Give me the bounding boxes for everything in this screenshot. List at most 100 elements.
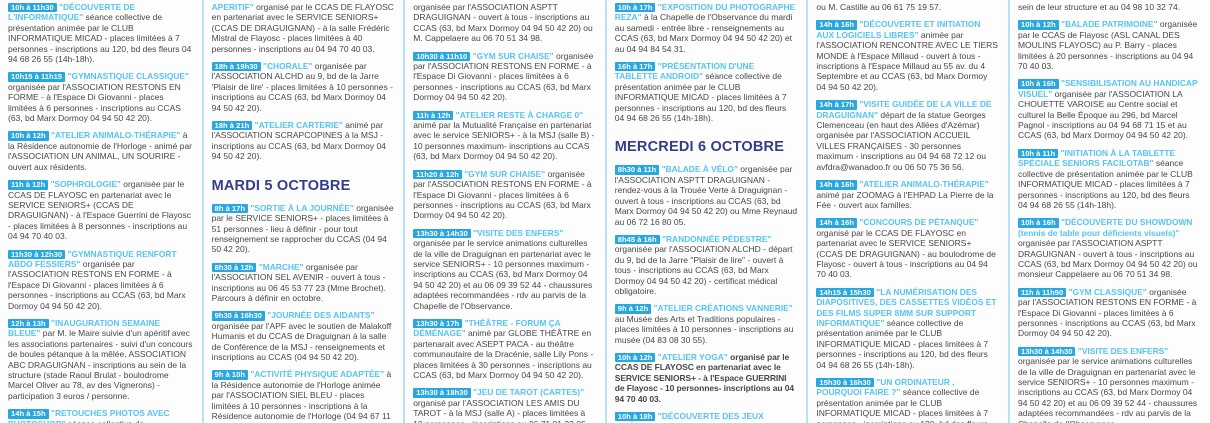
event-description: au Musée des Arts et Traditions populair… [614, 313, 794, 345]
event-title: "GYM SUR CHAISE" [472, 50, 554, 61]
event-description: animé par GLOBE THÉÂTRE en partenarait a… [413, 328, 594, 380]
event-title: "ATELIER CRÉATIONS VANNERIE" [653, 303, 793, 314]
program-column-6: sein de leur structure et au 04 98 10 32… [1007, 0, 1210, 423]
time-badge: 11h à 12h [413, 110, 454, 121]
event-title: "JOURNÉE DES AIDANTS" [267, 310, 375, 321]
event-title: "VISITE DES ENFERS" [473, 227, 564, 238]
event-title: "VISITE GUIDÉE DE LA VILLE DE DRAGUIGNAN… [816, 99, 992, 120]
event-entry: 15h30 à 16h30 "UN ORDINATEUR , POURQUOI … [816, 377, 999, 423]
event-description: organisé par le CCAS DE FLAYOSC en parte… [816, 227, 996, 280]
event-title: "DÉCOUVERTE ET INITIATION AUX LOGICIELS … [816, 19, 981, 40]
event-entry: 11h à 11h50 "GYM CLASSIQUE" organisée pa… [1017, 287, 1201, 339]
time-badge: 12h à 13h [8, 318, 49, 329]
event-entry: 18h à 19h30 "CHORALE" organisée par l'AS… [211, 61, 395, 113]
event-entry: 8h à 17h "SORTIE À LA JOURNÉE" organisée… [211, 202, 395, 255]
event-title: "GYMNASTIQUE RENFORT ABDO FESSIERS" [8, 248, 177, 269]
event-description: organisée par le service animations cult… [413, 238, 593, 311]
event-entry: 9h à 12h "ATELIER CRÉATIONS VANNERIE" au… [614, 303, 798, 345]
event-description: à la Résidence autonomie de l'Horloge - … [8, 130, 193, 172]
event-title: "DÉCOUVERTE DES JEUX VIDÉOS" [615, 411, 764, 423]
event-description: séance collective de présentation animée… [614, 71, 787, 124]
event-description: à la Chapelle de l'Observance du mardi a… [614, 12, 793, 54]
day-header: MARDI 5 OCTOBRE [211, 177, 351, 194]
time-badge: 10h30 à 11h10 [413, 51, 471, 62]
event-description: animé par ZOOMAG à l'EHPAD La Pierre de … [816, 189, 994, 210]
event-description: départ de la statue Georges Clemenceau (… [816, 109, 986, 172]
event-entry: 11h à 12h "SOPHROLOGIE" organisée par le… [8, 179, 193, 241]
event-entry: 14h15 à 15h30 "LA NUMÉRISATION DES DIAPO… [816, 287, 999, 370]
event-description: organisée par l'ASSOCIATION ASPTT DRAGUI… [413, 2, 593, 44]
event-title: "SENSIBILISATION AU HANDICAP VISUEL" [1017, 78, 1198, 99]
event-description: séance collective de présentation animée… [8, 12, 192, 65]
time-badge: 8h30 à 12h [211, 262, 257, 273]
event-description: animée par l'ASSOCIATION RENCONTRE AVEC … [816, 29, 998, 92]
event-title: "DÉCOUVERTE DE L'INFORMATIQUE" [8, 2, 136, 23]
time-badge: 10h à 11h30 [8, 3, 57, 13]
time-badge: 10h à 12h [614, 352, 656, 363]
event-title: "BALADE À VÉLO" [661, 164, 738, 175]
event-description: organisée par l'ASSOCIATION RESTONS EN F… [8, 81, 181, 124]
time-badge: 10h à 11h [1017, 148, 1059, 159]
event-title: "JEU DE TAROT (CARTES)" [473, 387, 585, 398]
event-description: organisé par l'ASSOCIATION LES AMIS DU T… [413, 397, 588, 423]
event-title: "CONCOURS DE PÉTANQUE" [859, 217, 979, 228]
event-entry: APERITIF" organisé par le CCAS DE FLAYOS… [212, 2, 395, 54]
time-badge: 10h15 à 11h15 [8, 72, 66, 82]
event-entry: 14h à 16h "ATELIER ANIMALO-THÉRAPIE" ani… [816, 179, 999, 210]
event-description: ou M. Castille au 06 61 75 19 57. [816, 2, 942, 12]
time-badge: 14h à 16h [816, 218, 857, 228]
event-description: organisée par le CCAS de Flayosc (ASL CA… [1017, 19, 1198, 72]
day-header: MERCREDI 6 OCTOBRE [614, 139, 785, 156]
event-description: séance collective de présentation animée… [8, 419, 145, 423]
event-entry: 9h30 à 16h30 "JOURNÉE DES AIDANTS" organ… [211, 310, 395, 362]
event-description: organisé par le CCAS DE FLAYOSC en parte… [614, 351, 795, 404]
event-entry: 13h30 à 14h30 "VISITE DES ENFERS" organi… [413, 228, 596, 311]
event-title: "ATELIER YOGA" [657, 351, 728, 362]
event-entry: 10h à 11h "INITIATION À LA TABLETTE SPÉC… [1017, 148, 1201, 210]
time-badge: 9h30 à 16h30 [211, 311, 265, 321]
event-title: "INAUGURATION SEMAINE BLEUE" [8, 317, 160, 339]
event-title: "GYM SUR CHAISE" [464, 168, 546, 179]
event-entry: 8h30 à 12h "MARCHE" organisée par l'ASSO… [211, 262, 395, 304]
event-description: animé par la Mutualité Française en part… [413, 120, 595, 162]
time-badge: 18h à 21h [211, 121, 253, 131]
event-title: "THÉÂTRE - FORUM ÇA DÉMÉNAGE" [413, 317, 561, 339]
event-description: séance collective de présentation animée… [816, 387, 989, 423]
event-description: organisée par le SERVICE SENIORS+ - plac… [211, 202, 394, 255]
event-description: organisée par le CCAS DE FLAYOSC en part… [8, 179, 192, 242]
event-description: organisée par l'ASSOCIATION RESTONS EN F… [8, 258, 186, 311]
program-column-4: 10h à 17h "EXPOSITION DU PHOTOGRAPHE REZ… [604, 0, 807, 423]
event-title: "EXPOSITION DU PHOTOGRAPHE REZA" [614, 2, 796, 23]
event-title: "ATELIER CARTERIE" [254, 120, 343, 131]
event-entry: organisée par l'ASSOCIATION ASPTT DRAGUI… [413, 2, 596, 44]
event-entry: sein de leur structure et au 04 98 10 32… [1018, 2, 1201, 12]
event-description: organisée par l'ASSOCIATION ALCHD au 9, … [211, 61, 393, 113]
event-entry: 13h30 à 14h30 "VISITE DES ENFERS" organi… [1017, 345, 1201, 423]
event-entry: 11h à 12h "ATELIER RESTE À CHARGE 0" ani… [413, 110, 596, 162]
event-entry: ou M. Castille au 06 61 75 19 57. [816, 2, 999, 12]
time-badge: 14h à 15h [8, 409, 49, 419]
time-badge: 9h à 10h [211, 370, 248, 380]
time-badge: 10h à 16h [1017, 218, 1059, 228]
event-description: organisée par l'APF avec le soutien de M… [211, 320, 392, 362]
time-badge: 13h30 à 14h30 [1017, 346, 1076, 357]
event-title: "VISITE DES ENFERS" [1077, 345, 1169, 356]
event-title: "SOPHROLOGIE" [50, 179, 121, 190]
event-title: "ATELIER ANIMALO-THÉRAPIE" [51, 130, 181, 141]
event-description: organisée par l'ASSOCIATION ALCHD - dépa… [614, 244, 793, 296]
event-entry: 12h à 13h "INAUGURATION SEMAINE BLEUE" p… [8, 318, 193, 401]
event-title: "UN ORDINATEUR , POURQUOI FAIRE ?" [816, 377, 955, 398]
event-title: "RANDONNÉE PÉDESTRE" [662, 233, 772, 244]
time-badge: 18h à 19h30 [211, 62, 261, 72]
event-title: "RETOUCHES PHOTOS AVEC PHOTOSHOP" [8, 408, 170, 423]
event-title: "ATELIER RESTE À CHARGE 0" [455, 109, 584, 120]
event-description: à la Résidence autonomie de l'Horloge an… [211, 369, 392, 423]
event-title: "LA NUMÉRISATION DES DIAPOSITIVES, DES C… [816, 286, 997, 328]
event-entry: 14h à 15h "RETOUCHES PHOTOS AVEC PHOTOSH… [8, 408, 193, 423]
time-badge: 13h30 à 17h [413, 318, 463, 329]
event-entry: 14h à 16h "DÉCOUVERTE ET INITIATION AUX … [816, 19, 999, 92]
time-badge: 10h à 17h [614, 3, 656, 13]
time-badge: 11h à 11h50 [1017, 287, 1067, 298]
time-badge: 10h à 12h [1017, 20, 1059, 30]
time-badge: 11h30 à 12h30 [8, 249, 66, 259]
